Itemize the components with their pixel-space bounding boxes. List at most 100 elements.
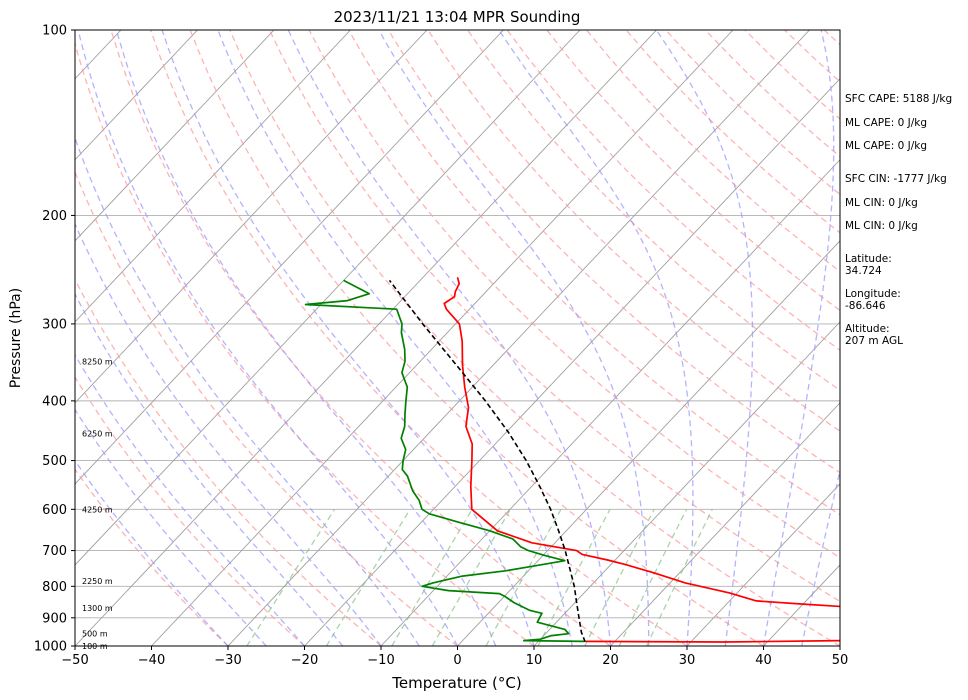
- dry-adiabat-line: [268, 30, 840, 603]
- y-tick-label: 200: [42, 209, 67, 224]
- longitude-label: Longitude:: [845, 288, 901, 300]
- isotherm-line: [304, 78, 840, 646]
- y-axis-label: Pressure (hPa): [8, 288, 24, 388]
- isotherm-line: [75, 30, 198, 161]
- reference-lines: [75, 30, 840, 646]
- mixing-ratio-line: [485, 508, 562, 646]
- height-label: 1300 m: [82, 604, 113, 613]
- dry-adiabat-line: [348, 30, 840, 516]
- mixing-ratio-line: [246, 508, 336, 646]
- x-tick-label: 10: [526, 653, 543, 668]
- x-tick-label: −40: [138, 653, 165, 668]
- y-tick-label: 1000: [34, 640, 67, 655]
- x-tick-label: −20: [291, 653, 318, 668]
- temperature-profile-line: [443, 277, 840, 643]
- isotherm-line: [227, 30, 810, 646]
- isotherm-line: [75, 30, 275, 242]
- mixing-ratio-line: [584, 508, 655, 646]
- y-tick-label: 900: [42, 611, 67, 626]
- mixing-ratio-line: [391, 508, 473, 646]
- y-tick-label: 800: [42, 580, 67, 595]
- moist-adiabat-line: [655, 30, 754, 646]
- moist-adiabat-line: [75, 353, 305, 646]
- x-tick-label: 0: [453, 653, 461, 668]
- mixing-ratio-line: [646, 509, 713, 646]
- moist-adiabat-line: [287, 30, 612, 646]
- ml-cape-text: ML CAPE: 0 J/kg: [845, 117, 927, 129]
- moist-adiabat-line: [115, 30, 497, 646]
- dry-adiabat-line: [110, 30, 611, 646]
- dry-adiabat-line: [75, 278, 382, 646]
- y-tick-label: 400: [42, 394, 67, 409]
- moist-adiabat-line: [77, 30, 459, 646]
- isotherm-line: [151, 30, 734, 646]
- x-tick-label: −10: [367, 653, 394, 668]
- x-tick-label: 20: [602, 653, 619, 668]
- dry-adiabat-line: [149, 30, 688, 646]
- latitude-label: Latitude:: [845, 253, 892, 265]
- dry-adiabat-line: [427, 30, 840, 432]
- y-tick-label: 600: [42, 503, 67, 518]
- height-label: 6250 m: [82, 430, 113, 439]
- mixing-ratio-line: [618, 509, 688, 646]
- dry-adiabat-line: [308, 30, 840, 559]
- dry-adiabat-line: [75, 468, 229, 646]
- plot-frame: [74, 29, 841, 647]
- isotherm-line: [75, 30, 428, 404]
- stats-panel: SFC CAPE: 5188 J/kg ML CAPE: 0 J/kg ML C…: [845, 93, 952, 347]
- moist-adiabat-line: [378, 30, 650, 646]
- isotherm-line: [457, 240, 840, 646]
- dry-adiabat-line: [704, 30, 840, 158]
- x-axis-label: Temperature (°C): [391, 674, 521, 692]
- isotherm-line: [75, 30, 504, 485]
- dry-adiabat-line: [189, 30, 764, 646]
- isotherm-line: [533, 321, 840, 646]
- dry-adiabat-line: [75, 40, 535, 646]
- tick-labels: −50 −40 −30 −20 −10 0 10 20 30 40 50 1000 900 800 700 6…: [34, 24, 848, 669]
- x-tick-label: −30: [214, 653, 241, 668]
- longitude-value: -86.646: [845, 300, 886, 312]
- isotherm-line: [75, 30, 581, 566]
- sfc-cape-text: SFC CAPE: 5188 J/kg: [845, 93, 952, 105]
- mixing-ratio-line: [537, 508, 611, 646]
- moist-adiabat-line: [75, 459, 229, 646]
- x-tick-label: 30: [679, 653, 696, 668]
- ml-cape-text-2: ML CAPE: 0 J/kg: [845, 140, 927, 152]
- sfc-cin-text: SFC CIN: -1777 J/kg: [845, 173, 947, 185]
- dry-adiabat-line: [75, 375, 305, 646]
- y-tick-label: 500: [42, 454, 67, 469]
- moist-adiabat-line: [75, 222, 382, 646]
- height-label: 500 m: [82, 630, 108, 639]
- dry-adiabat-line: [387, 30, 840, 474]
- altitude-label: Altitude:: [845, 323, 890, 335]
- dewpoint-profile-line: [304, 279, 585, 643]
- sounding-series: [304, 277, 840, 643]
- mixing-ratio-line: [431, 508, 511, 646]
- ml-cin-text-2: ML CIN: 0 J/kg: [845, 220, 918, 232]
- y-tick-label: 100: [42, 24, 67, 39]
- height-label: 2250 m: [82, 577, 113, 586]
- x-tick-label: −50: [61, 653, 88, 668]
- gridlines: [75, 30, 840, 646]
- parcel-profile-line: [388, 279, 586, 643]
- isotherm-line: [610, 402, 840, 646]
- moist-adiabat-line: [498, 30, 694, 646]
- moist-adiabat-line: [75, 408, 267, 646]
- y-tick-label: 700: [42, 544, 67, 559]
- x-tick-label: 40: [755, 653, 772, 668]
- ml-cin-text: ML CIN: 0 J/kg: [845, 197, 918, 209]
- chart-title: 2023/11/21 13:04 MPR Sounding: [334, 8, 581, 26]
- moist-adiabat-line: [217, 30, 573, 646]
- isotherm-line: [75, 30, 351, 323]
- x-tick-label: 50: [832, 653, 849, 668]
- moist-adiabat-line: [161, 30, 535, 646]
- axes: [71, 29, 841, 650]
- moist-adiabat-line: [75, 292, 344, 646]
- y-tick-label: 300: [42, 317, 67, 332]
- dry-adiabat-line: [467, 30, 840, 392]
- isotherm-line: [75, 30, 657, 646]
- isotherm-line: [686, 483, 840, 646]
